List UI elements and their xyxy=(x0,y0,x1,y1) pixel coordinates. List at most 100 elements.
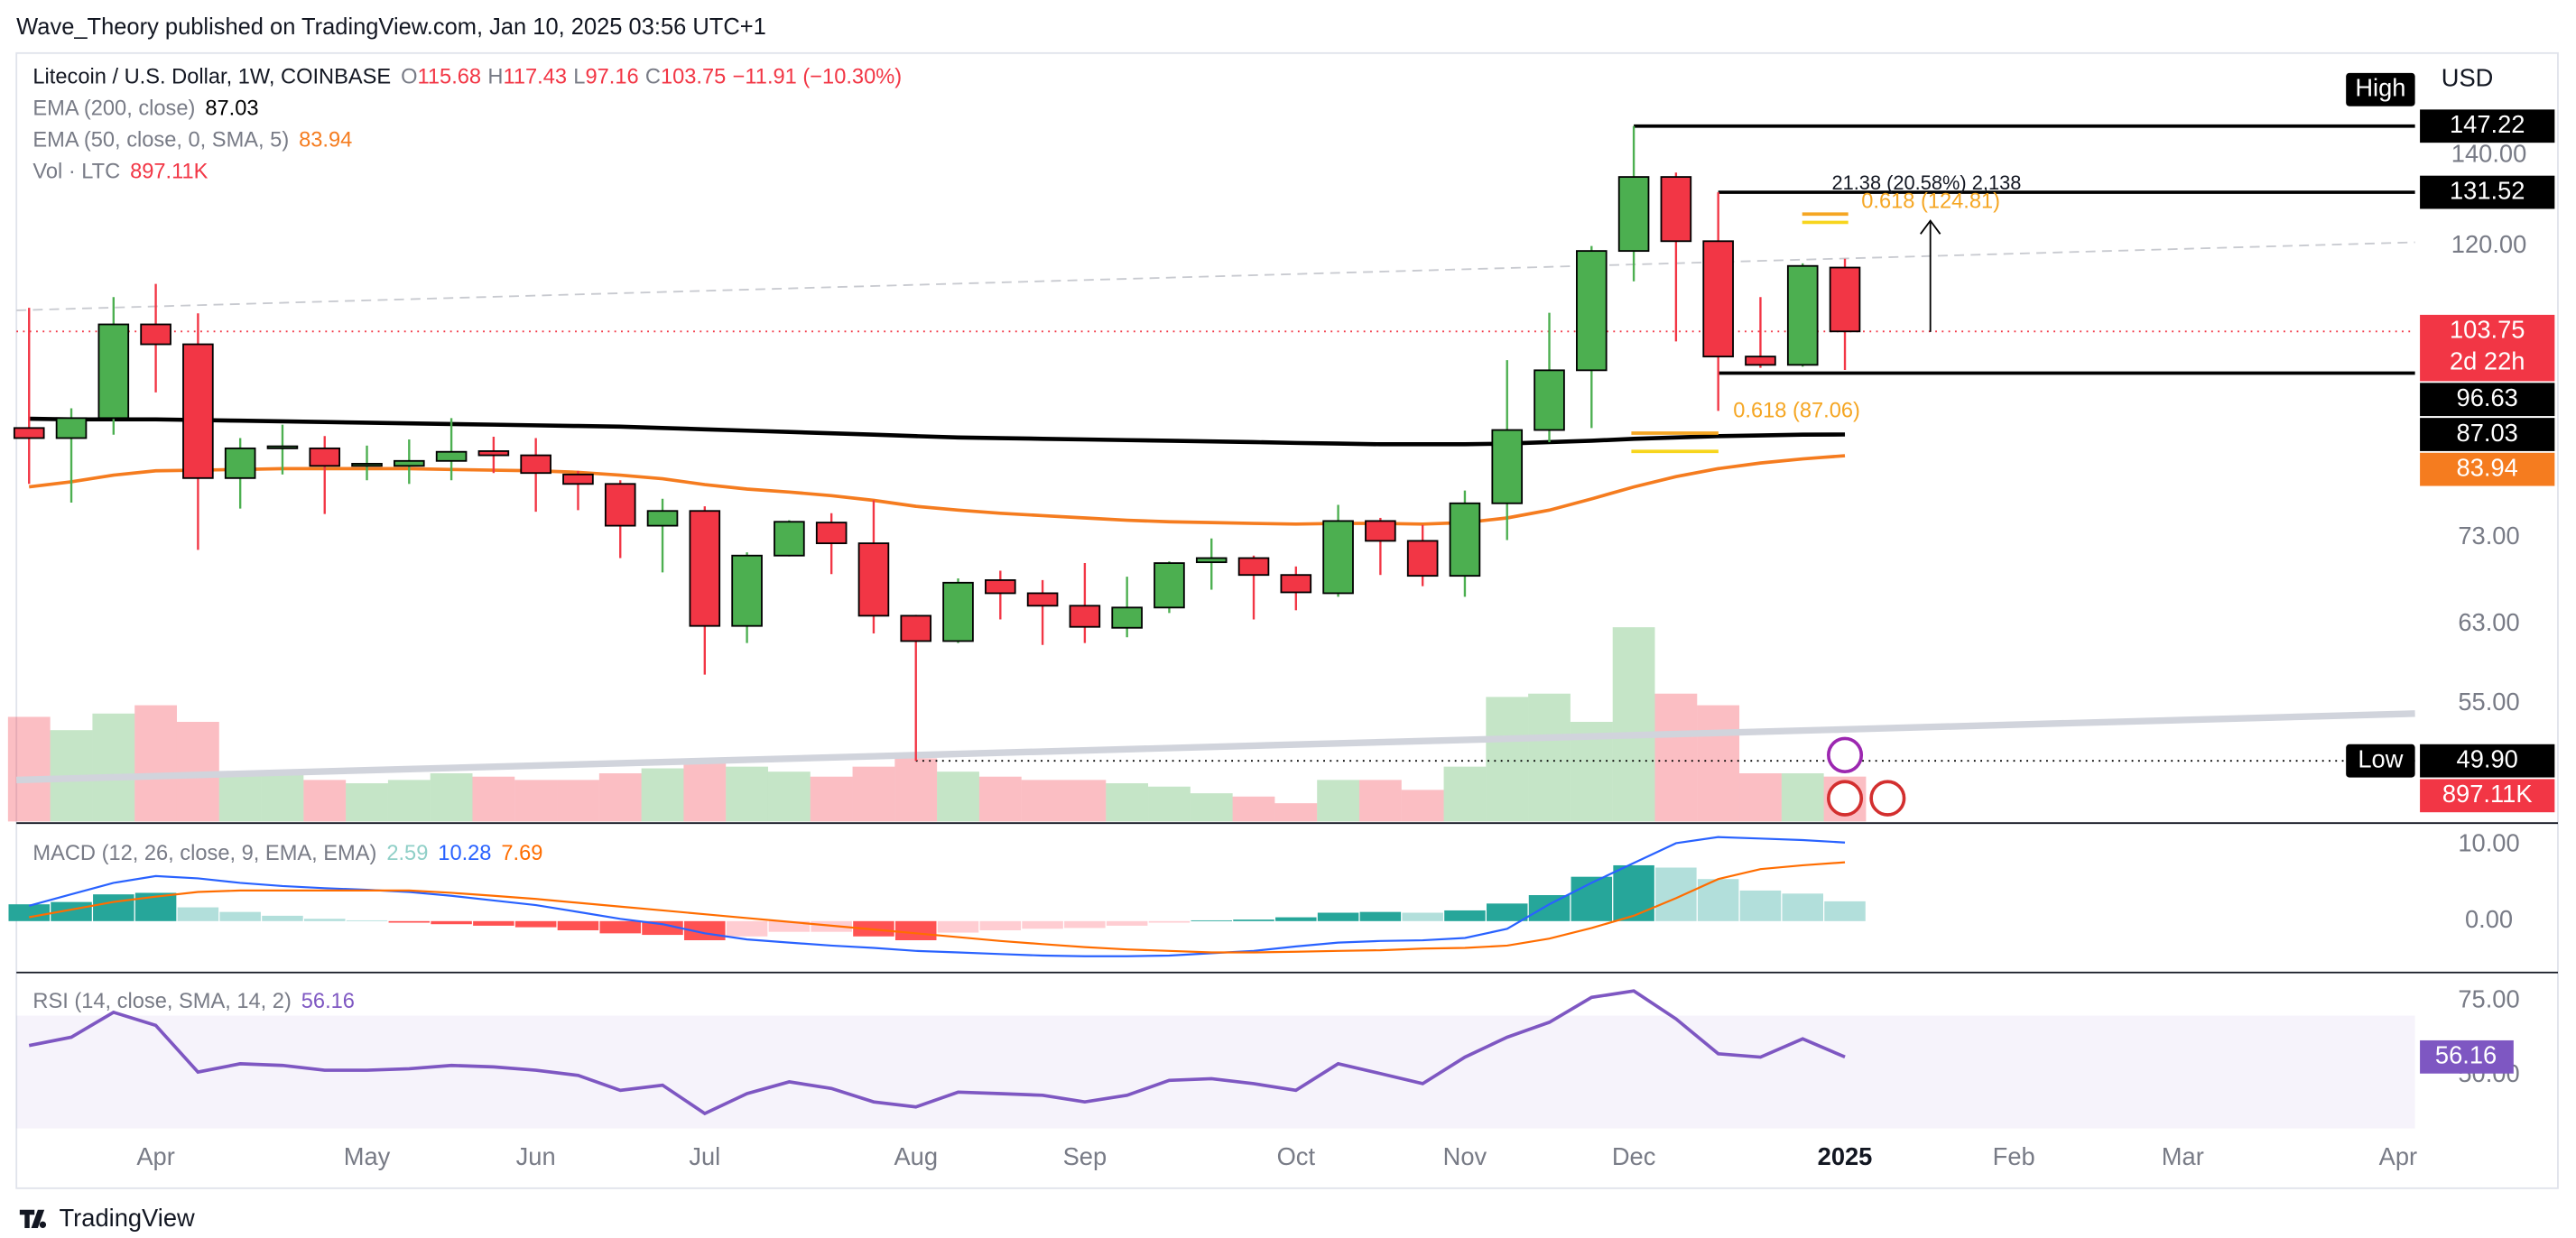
macd-histogram-bar xyxy=(1571,876,1613,921)
candle-body xyxy=(1786,264,1819,366)
candle-body xyxy=(394,459,425,467)
volume-bar xyxy=(1654,693,1698,822)
candle-body xyxy=(351,463,383,467)
volume-bar xyxy=(810,776,853,822)
candle-body xyxy=(1365,520,1396,542)
ema-line xyxy=(28,454,1846,526)
candle-body xyxy=(900,614,932,642)
ohlc-letter: L xyxy=(573,65,585,89)
macd-histogram-bar xyxy=(1275,917,1317,921)
change-value: −11.91 (−10.30%) xyxy=(733,65,903,89)
macd-histogram-bar xyxy=(514,920,557,928)
macd-histogram-bar xyxy=(1317,912,1359,921)
macd-histogram-bar xyxy=(8,904,50,921)
symbol-title: Litecoin / U.S. Dollar, 1W, COINBASE xyxy=(32,65,391,89)
volume-bar xyxy=(1781,773,1824,822)
volume-bar xyxy=(598,773,642,822)
macd-tick-label: 0.00 xyxy=(2465,905,2513,933)
candle-body xyxy=(985,578,1016,595)
ohlc-value: 115.68 xyxy=(418,65,482,89)
volume-bar xyxy=(261,771,304,822)
candle-body xyxy=(1491,429,1524,504)
candle-body xyxy=(1280,574,1312,594)
fib-label: 0.618 (87.06) xyxy=(1733,398,1860,422)
candle-body xyxy=(1111,606,1143,629)
x-tick-label: Apr xyxy=(136,1142,174,1170)
macd-histogram-bar xyxy=(642,920,683,936)
macd-histogram-bar xyxy=(726,920,768,937)
volume-bar xyxy=(1190,793,1233,822)
candle-body xyxy=(97,323,130,420)
candle-body xyxy=(1154,562,1185,609)
volume-bar xyxy=(852,766,895,822)
macd-histogram-bar xyxy=(979,920,1022,930)
ohlc-value: 103.75 xyxy=(661,65,726,89)
macd-histogram-bar xyxy=(1655,867,1697,921)
price-tag xyxy=(2420,779,2555,813)
candle-body xyxy=(13,427,45,439)
x-tick-label: Jul xyxy=(689,1142,720,1170)
volume-bar xyxy=(134,705,177,822)
trend-line xyxy=(16,241,2415,311)
candle-body xyxy=(224,447,256,479)
background-layer: Apr May Jun Jul Aug Sep Oct Nov Dec 2025 Feb Mar Apr… xyxy=(7,124,2558,1170)
extreme-tag-label: High xyxy=(2355,73,2405,101)
x-tick-label: 2025 xyxy=(1818,1142,1873,1170)
x-tick-label: Apr xyxy=(2379,1142,2417,1170)
currency[interactable]: USD xyxy=(2442,63,2494,91)
macd-histogram-bar xyxy=(557,920,599,930)
volume-bar xyxy=(557,780,599,822)
signal-line xyxy=(29,861,1846,954)
signal-value: 7.69 xyxy=(501,841,542,865)
macd-histogram-bar xyxy=(1444,910,1486,921)
extreme-tag xyxy=(2346,744,2415,778)
rsi-legend: RSI (14, close, SMA, 14, 2) 56.16 xyxy=(32,989,355,1013)
ema50-legend: EMA (50, close, 0, SMA, 5) 83.94 xyxy=(32,128,352,152)
publish-header: Wave_Theory published on TradingView.com… xyxy=(16,14,766,40)
measure-label: 21.38 (20.58%) 2,138 xyxy=(1831,171,2021,194)
macd-histogram-bar xyxy=(346,919,388,921)
macd-histogram-bar xyxy=(1739,890,1782,921)
candle-body xyxy=(1449,502,1481,577)
fib-label: 0.618 (124.81) xyxy=(1861,189,2000,214)
currency-button[interactable] xyxy=(2424,60,2524,100)
volume-bar xyxy=(1021,780,1064,822)
volume-bar xyxy=(1739,773,1782,822)
candle-body xyxy=(1576,250,1608,372)
candle-body xyxy=(435,450,468,462)
extreme-tag xyxy=(2346,72,2415,106)
candle-body xyxy=(774,521,805,557)
candle-body xyxy=(1406,540,1439,577)
macd-legend: MACD (12, 26, close, 9, EMA, EMA) 2.59 10.… xyxy=(32,841,542,865)
price-tag-label: 96.63 xyxy=(2457,383,2518,411)
candle-body xyxy=(857,542,890,617)
candle-body xyxy=(731,554,763,627)
x-tick-label: Dec xyxy=(1612,1142,1656,1170)
footer-brand: TradingView xyxy=(60,1204,195,1232)
volume-bar xyxy=(7,716,51,822)
candle-body xyxy=(689,510,721,627)
volume-name: Vol · LTC xyxy=(32,159,120,183)
y-tick-label: 120.00 xyxy=(2451,230,2526,258)
ema50-value: 83.94 xyxy=(299,128,352,152)
volume-bar xyxy=(1106,783,1149,822)
macd-histogram-bar xyxy=(599,920,641,934)
price-tag-label: 147.22 xyxy=(2450,110,2525,138)
volume-bar xyxy=(1358,780,1402,822)
price-tag xyxy=(2420,418,2555,451)
price-tag xyxy=(2420,452,2555,486)
rsi-band xyxy=(16,1015,2415,1129)
macd-histogram-bar xyxy=(431,920,472,925)
event-icon xyxy=(1869,780,1906,817)
candle-body xyxy=(1322,520,1354,595)
volume-bar xyxy=(1317,780,1359,822)
volume-bar xyxy=(303,780,347,822)
rsi-value: 56.16 xyxy=(301,989,355,1013)
volume-bar xyxy=(1401,790,1444,822)
macd-histogram-bar xyxy=(219,911,261,921)
chart-frame xyxy=(15,51,2559,1189)
price-tag-label: 103.75 xyxy=(2450,315,2525,343)
volume-bar xyxy=(1528,693,1571,822)
